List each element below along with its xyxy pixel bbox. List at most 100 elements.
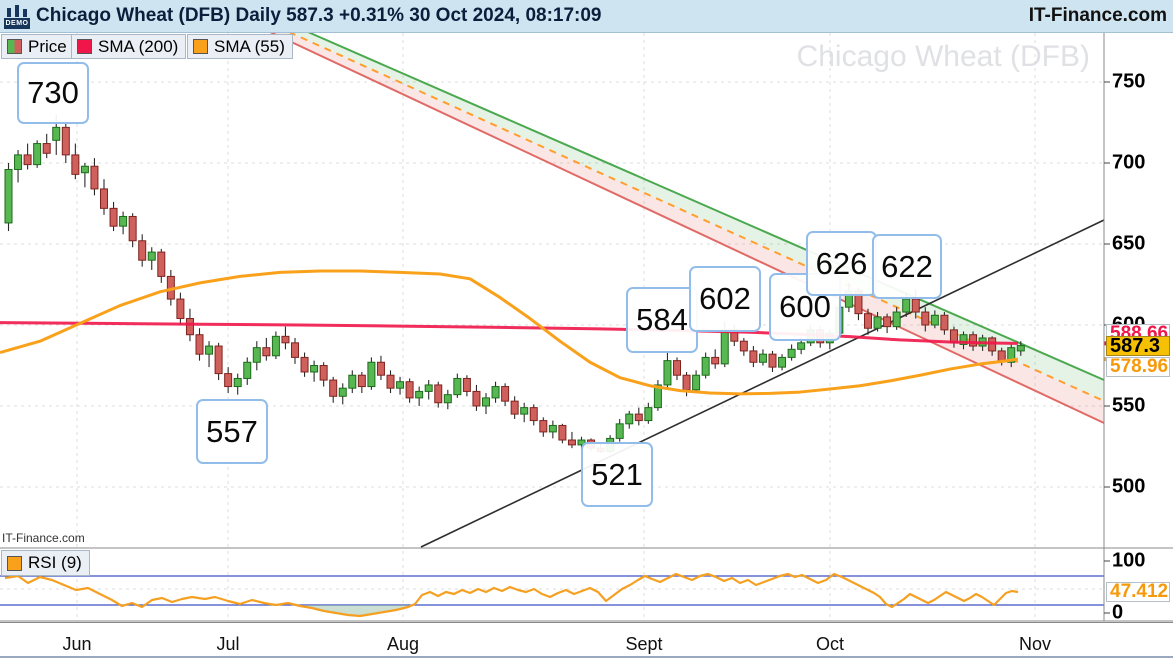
candlestick[interactable] [128, 215, 137, 242]
candlestick[interactable] [911, 298, 920, 313]
candlestick[interactable] [319, 365, 328, 381]
candlestick[interactable] [300, 356, 309, 373]
candlestick[interactable] [491, 386, 500, 399]
candlestick[interactable] [71, 154, 80, 175]
candlestick[interactable] [567, 439, 576, 446]
candlestick[interactable] [224, 373, 233, 388]
price-callout-622[interactable]: 622 [872, 234, 942, 299]
brand-link[interactable]: IT-Finance.com [1028, 5, 1167, 26]
candlestick[interactable] [138, 240, 147, 261]
candlestick[interactable] [864, 313, 872, 329]
candlestick[interactable] [119, 215, 128, 227]
candlestick[interactable] [921, 311, 930, 326]
candlestick[interactable] [424, 384, 433, 392]
candlestick[interactable] [415, 390, 424, 399]
candlestick[interactable] [243, 361, 252, 379]
candlestick[interactable] [453, 377, 462, 396]
trendline[interactable] [420, 219, 1105, 548]
x-axis[interactable] [0, 622, 1173, 657]
candlestick[interactable] [663, 360, 672, 386]
candlestick[interactable] [376, 361, 385, 376]
candlestick[interactable] [883, 316, 892, 328]
candlestick[interactable] [739, 340, 748, 352]
candlestick[interactable] [529, 407, 538, 422]
candlestick[interactable] [797, 342, 806, 350]
candlestick[interactable] [615, 423, 624, 439]
candlestick[interactable] [52, 126, 61, 141]
price-callout-626[interactable]: 626 [806, 231, 877, 296]
candlestick[interactable] [768, 353, 777, 368]
candlestick[interactable] [892, 311, 901, 328]
candlestick[interactable] [310, 365, 319, 373]
candlestick[interactable] [482, 397, 490, 407]
channel-lower-line[interactable] [269, 31, 1105, 424]
candlestick[interactable] [33, 143, 42, 166]
legend-rsi[interactable]: RSI (9) [1, 550, 90, 576]
candlestick[interactable] [443, 394, 452, 404]
candlestick[interactable] [1007, 347, 1016, 363]
rsi-line[interactable] [4, 572, 1019, 618]
candlestick[interactable] [205, 345, 214, 355]
candlestick[interactable] [940, 314, 949, 331]
candlestick[interactable] [959, 334, 968, 345]
candlestick[interactable] [252, 347, 261, 363]
price-callout-521[interactable]: 521 [581, 442, 653, 507]
candlestick[interactable] [405, 381, 414, 399]
candlestick[interactable] [625, 413, 634, 425]
candlestick[interactable] [873, 316, 882, 329]
candlestick[interactable] [472, 390, 481, 407]
candlestick[interactable] [61, 126, 70, 156]
legend-sma200[interactable]: SMA (200) [71, 34, 187, 59]
candlestick[interactable] [653, 384, 662, 409]
candlestick[interactable] [711, 356, 720, 365]
candlestick[interactable] [185, 318, 194, 336]
candlestick[interactable] [701, 356, 710, 376]
candlestick[interactable] [720, 329, 729, 365]
candlestick[interactable] [902, 298, 911, 313]
candlestick[interactable] [558, 424, 567, 441]
candlestick[interactable] [176, 298, 185, 320]
candlestick[interactable] [90, 165, 99, 190]
candlestick[interactable] [682, 374, 691, 391]
candlestick[interactable] [634, 413, 643, 422]
legend-price[interactable]: Price [1, 34, 75, 59]
candlestick[interactable] [100, 188, 108, 209]
price-callout-602[interactable]: 602 [689, 266, 761, 332]
candlestick[interactable] [510, 400, 519, 415]
candlestick[interactable] [787, 348, 796, 358]
candlestick[interactable] [997, 350, 1006, 362]
candlestick[interactable] [367, 361, 376, 388]
price-callout-557[interactable]: 557 [196, 399, 268, 464]
candlestick[interactable] [4, 168, 13, 224]
candlestick[interactable] [338, 387, 347, 397]
channel-upper-line[interactable] [307, 31, 1105, 381]
candlestick[interactable] [434, 384, 443, 404]
price-callout-730[interactable]: 730 [17, 62, 89, 124]
candlestick[interactable] [214, 345, 223, 375]
sma55-line[interactable] [0, 269, 1019, 396]
candlestick[interactable] [157, 251, 166, 277]
price-callout-584[interactable]: 584 [626, 287, 698, 353]
candlestick[interactable] [692, 374, 701, 391]
candlestick[interactable] [548, 424, 557, 433]
candlestick[interactable] [396, 381, 405, 389]
candlestick[interactable] [969, 334, 978, 347]
candlestick[interactable] [348, 374, 357, 389]
candlestick[interactable] [291, 342, 299, 358]
candlestick[interactable] [42, 143, 51, 154]
candlestick[interactable] [539, 420, 548, 433]
candlestick[interactable] [271, 335, 280, 357]
candlestick[interactable] [520, 407, 529, 415]
candlestick[interactable] [14, 154, 23, 170]
candlestick[interactable] [930, 314, 939, 326]
candlestick[interactable] [80, 165, 89, 174]
channel-mid-line[interactable] [288, 31, 1105, 402]
candlestick[interactable] [1016, 345, 1025, 352]
candlestick[interactable] [386, 374, 395, 389]
candlestick[interactable] [462, 377, 471, 392]
candlestick[interactable] [673, 360, 681, 376]
candlestick[interactable] [644, 407, 653, 422]
candlestick[interactable] [749, 350, 758, 363]
candlestick[interactable] [233, 377, 242, 388]
